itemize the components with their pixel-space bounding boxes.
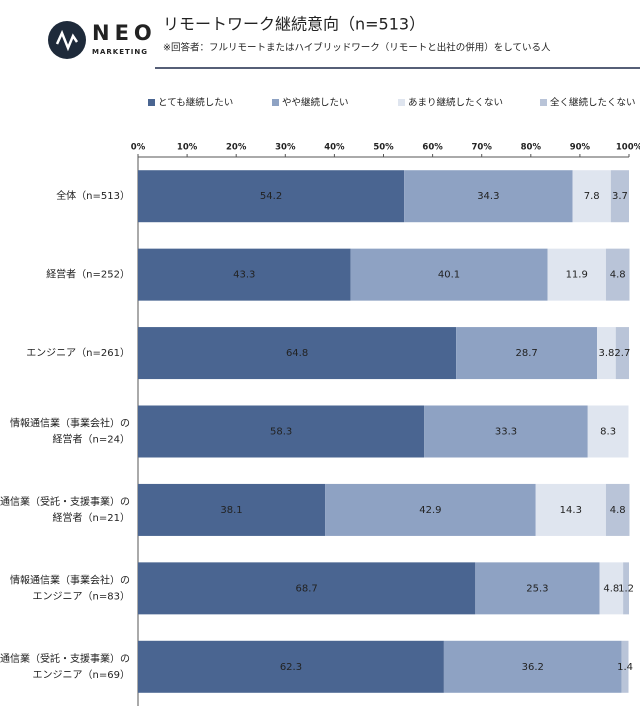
bar-segment [572, 170, 611, 223]
value-label: 4.8 [603, 583, 619, 594]
bar-segment [610, 170, 629, 223]
y-tick-label: エンジニア（n=83） [33, 590, 130, 602]
value-label: 68.7 [296, 583, 318, 594]
y-tick-label: 情報通信業（事業会社）の [10, 573, 130, 586]
value-label: 11.9 [566, 270, 588, 281]
value-label: 54.2 [260, 191, 282, 202]
value-label: 8.3 [600, 427, 616, 438]
x-tick-label: 50% [373, 143, 394, 153]
logo-sub: MARKETING [92, 48, 148, 56]
value-label: 2.7 [614, 348, 630, 359]
bar-segment [605, 248, 630, 301]
bar-segment [138, 640, 444, 693]
logo-mark [48, 21, 86, 59]
bar-segment [325, 483, 536, 536]
value-label: 40.1 [438, 270, 460, 281]
value-label: 4.8 [610, 505, 626, 516]
x-tick-label: 40% [324, 143, 345, 153]
y-tick-label: 情報通信業（受託・支援事業）の [0, 652, 130, 665]
bar-segment [599, 562, 624, 615]
y-tick-label: 経営者（n=21） [53, 511, 130, 524]
bar-segment [456, 327, 598, 380]
x-tick-label: 70% [472, 143, 493, 153]
logo-name: NEO [92, 21, 157, 45]
value-label: 64.8 [286, 348, 308, 359]
x-tick-label: 30% [275, 143, 296, 153]
value-label: 62.3 [280, 662, 302, 673]
value-label: 1.4 [617, 662, 633, 673]
value-label: 58.3 [270, 427, 292, 438]
y-tick-label: 経営者（n=24） [53, 433, 130, 446]
bar-segment [597, 327, 616, 380]
bar-segment [615, 327, 629, 380]
chart-subtitle: ※回答者：フルリモートまたはハイブリッドワーク（リモートと出社の併用）をしている… [163, 42, 551, 54]
legend-swatch [398, 99, 405, 106]
x-tick-label: 90% [570, 143, 591, 153]
bar-segment [535, 483, 606, 536]
bar-segment [350, 248, 548, 301]
legend-label: とても継続したい [158, 97, 233, 109]
legend-label: やや継続したい [282, 97, 349, 109]
value-label: 3.8 [598, 348, 614, 359]
legend-label: あまり継続したくない [408, 97, 503, 109]
bar-segment [621, 640, 629, 693]
bar-segment [404, 170, 573, 223]
x-tick-label: 60% [422, 143, 443, 153]
y-tick-label: 情報通信業（事業会社）の [10, 417, 130, 430]
bar-segment [138, 170, 405, 223]
bar-segment [587, 405, 629, 458]
value-label: 28.7 [515, 348, 537, 359]
x-tick-label: 80% [521, 143, 542, 153]
y-tick-label: 経営者（n=252） [46, 268, 130, 281]
x-tick-label: 20% [226, 143, 247, 153]
value-label: 1.2 [618, 583, 634, 594]
value-label: 14.3 [560, 505, 582, 516]
x-tick-label: 0% [131, 143, 146, 153]
chart-title: リモートワーク継続意向（n=513） [163, 15, 425, 34]
bar-segment [138, 483, 326, 536]
value-label: 38.1 [220, 505, 242, 516]
value-label: 34.3 [477, 191, 499, 202]
value-label: 7.8 [584, 191, 600, 202]
bar-segment [138, 327, 457, 380]
bar-segment [138, 562, 476, 615]
x-tick-label: 100% [616, 143, 640, 153]
bar-segment [138, 405, 425, 458]
value-label: 42.9 [419, 505, 441, 516]
value-label: 4.8 [610, 270, 626, 281]
legend-label: 全く継続したくない [550, 97, 636, 109]
bar-segment [605, 483, 630, 536]
value-label: 25.3 [526, 583, 548, 594]
x-tick-label: 10% [177, 143, 198, 153]
y-tick-label: 情報通信業（受託・支援事業）の [0, 495, 130, 508]
bar-segment [475, 562, 600, 615]
y-tick-label: エンジニア（n=261） [26, 347, 130, 359]
bar-segment [138, 248, 351, 301]
logo-icon [55, 29, 79, 52]
y-tick-label: エンジニア（n=69） [33, 669, 130, 681]
bar-segment [547, 248, 606, 301]
value-label: 33.3 [495, 427, 517, 438]
legend-swatch [272, 99, 279, 106]
y-tick-label: 全体（n=513） [56, 189, 130, 202]
bar-segment [443, 640, 622, 693]
bar-segment [424, 405, 588, 458]
legend-swatch [540, 99, 547, 106]
value-label: 3.7 [612, 191, 628, 202]
bar-segment [623, 562, 629, 615]
legend-swatch [148, 99, 155, 106]
value-label: 36.2 [522, 662, 544, 673]
value-label: 43.3 [233, 270, 255, 281]
